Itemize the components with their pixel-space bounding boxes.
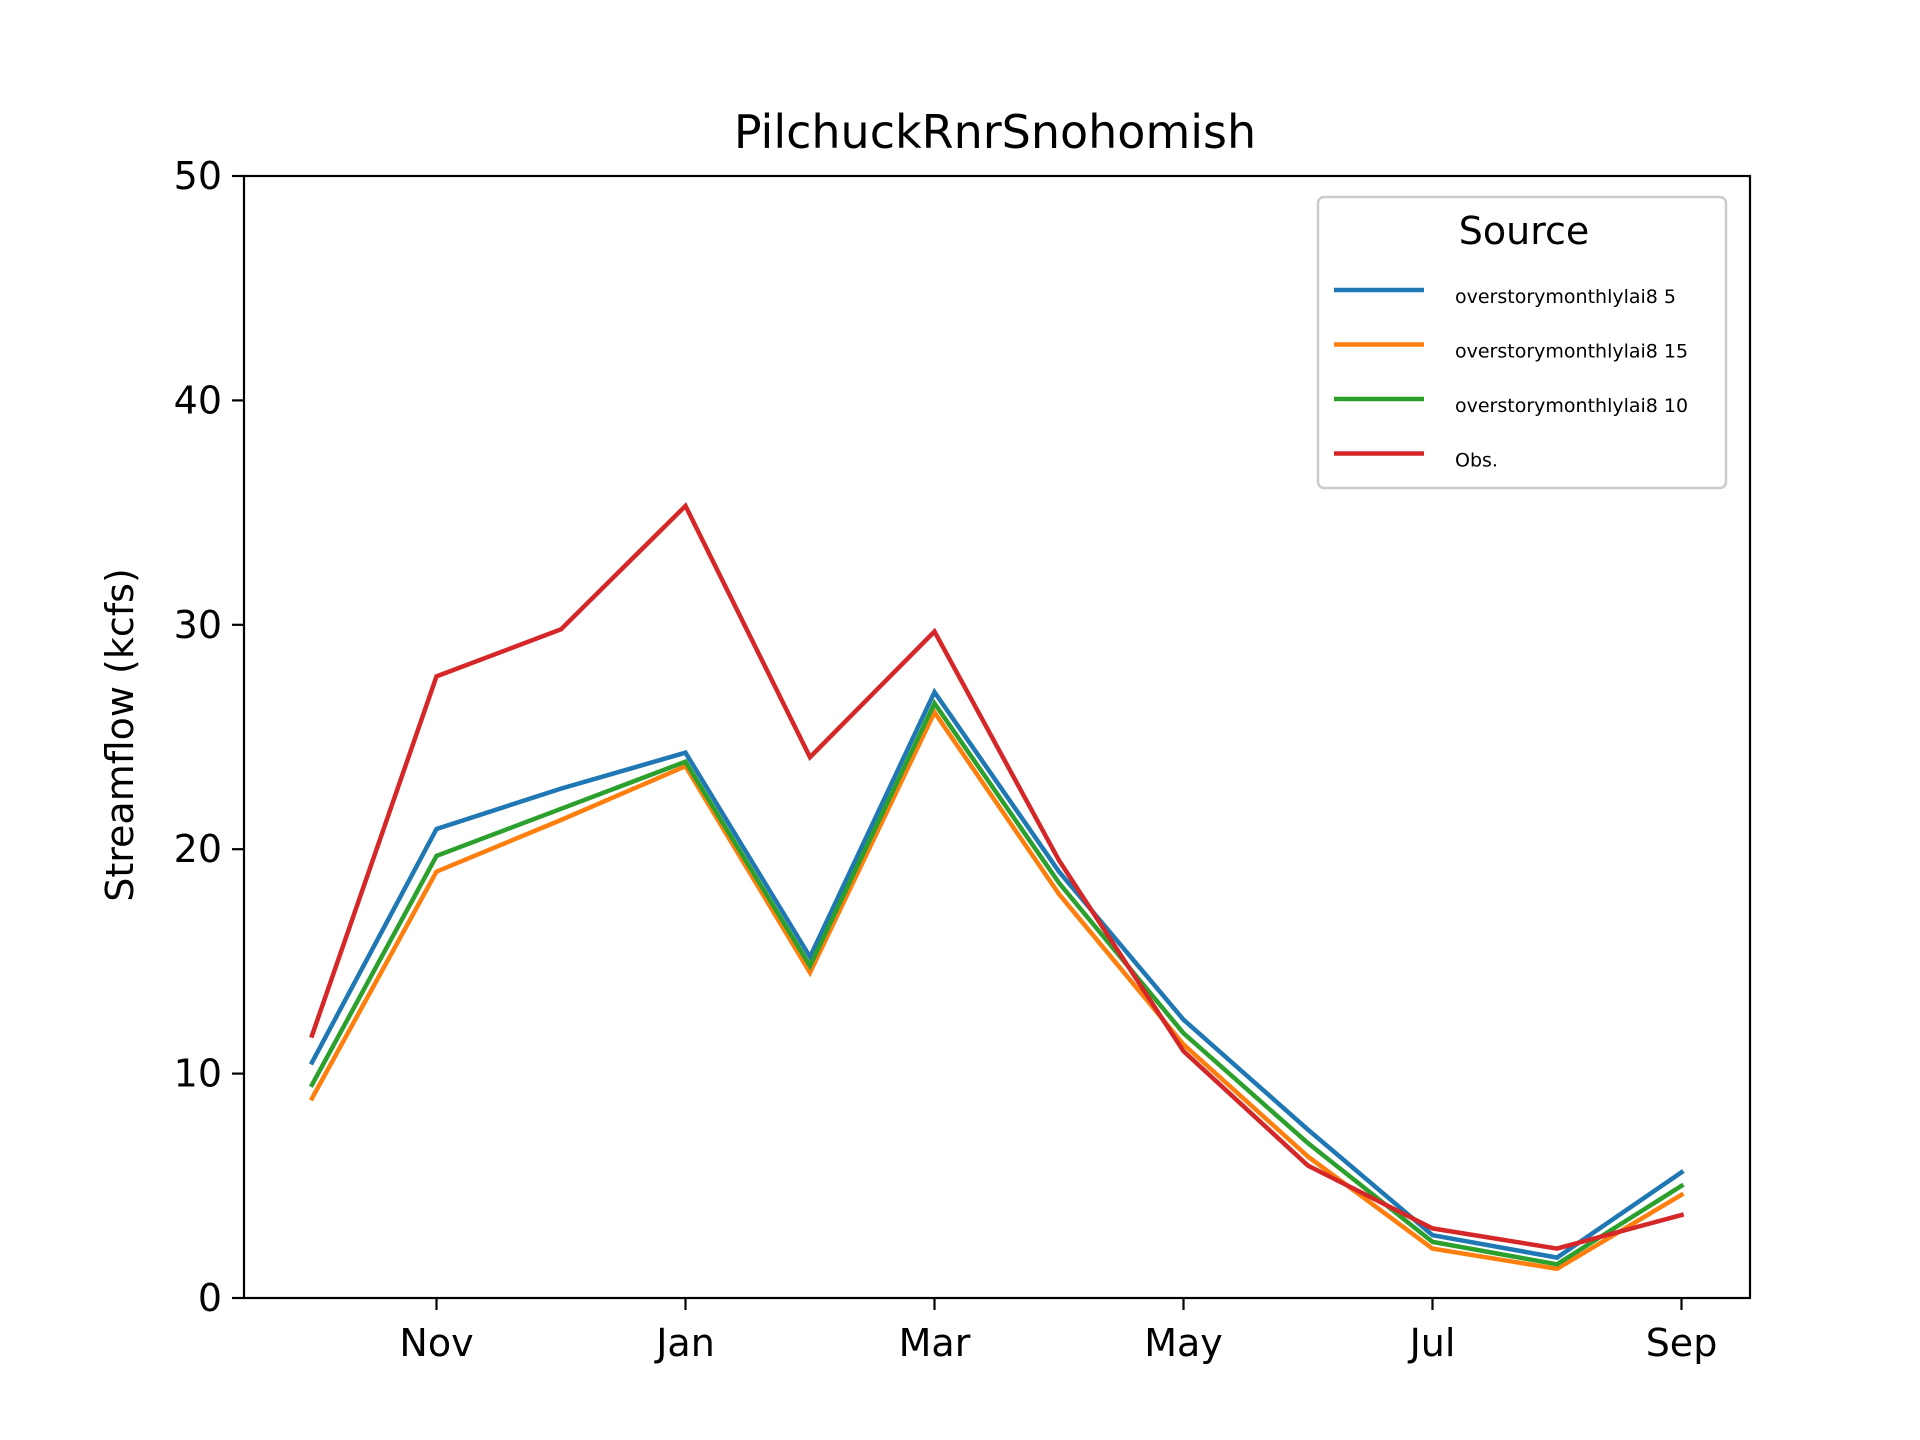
legend: Source overstorymonthlylai8 5overstorymo… — [1316, 195, 1728, 490]
series-line-2 — [308, 707, 1685, 1272]
x-tick-label: Jul — [1408, 1321, 1456, 1365]
x-tick-label: May — [1144, 1321, 1223, 1365]
y-tick-label: 0 — [198, 1276, 222, 1320]
legend-entry-label: overstorymonthlylai8 10 — [1455, 395, 1688, 417]
plot-frame — [242, 174, 1752, 1300]
legend-items: overstorymonthlylai8 5 overstorymonthlyla… — [1334, 286, 1688, 472]
series-lines — [308, 502, 1685, 1272]
series-line-1 — [308, 687, 1685, 1260]
y-tick-label: 20 — [174, 827, 222, 871]
legend-title: Source — [1459, 209, 1590, 253]
series-line-3 — [308, 698, 1685, 1267]
y-tick-label: 40 — [174, 378, 222, 422]
x-tick-label: Jan — [654, 1321, 715, 1365]
y-axis-label: Streamflow (kcfs) — [98, 568, 142, 902]
x-tick-label: Mar — [899, 1321, 971, 1365]
y-tick-label: 30 — [174, 603, 222, 647]
y-tick-label: 50 — [174, 154, 222, 198]
axis-ticks: 0 10 20 30 40 50 Nov Jan Mar May Jul Sep — [174, 154, 1718, 1365]
x-tick-label: Nov — [399, 1321, 473, 1365]
legend-entry-label: overstorymonthlylai8 15 — [1455, 341, 1688, 363]
y-tick-label: 10 — [174, 1052, 222, 1096]
legend-entry-label: overstorymonthlylai8 5 — [1455, 286, 1676, 308]
legend-box — [1316, 195, 1728, 490]
x-tick-label: Sep — [1646, 1321, 1718, 1365]
chart-title: PilchuckRnrSnohomish — [734, 105, 1256, 159]
legend-entry-label: Obs. — [1455, 450, 1498, 472]
series-line-4 — [309, 502, 1685, 1251]
